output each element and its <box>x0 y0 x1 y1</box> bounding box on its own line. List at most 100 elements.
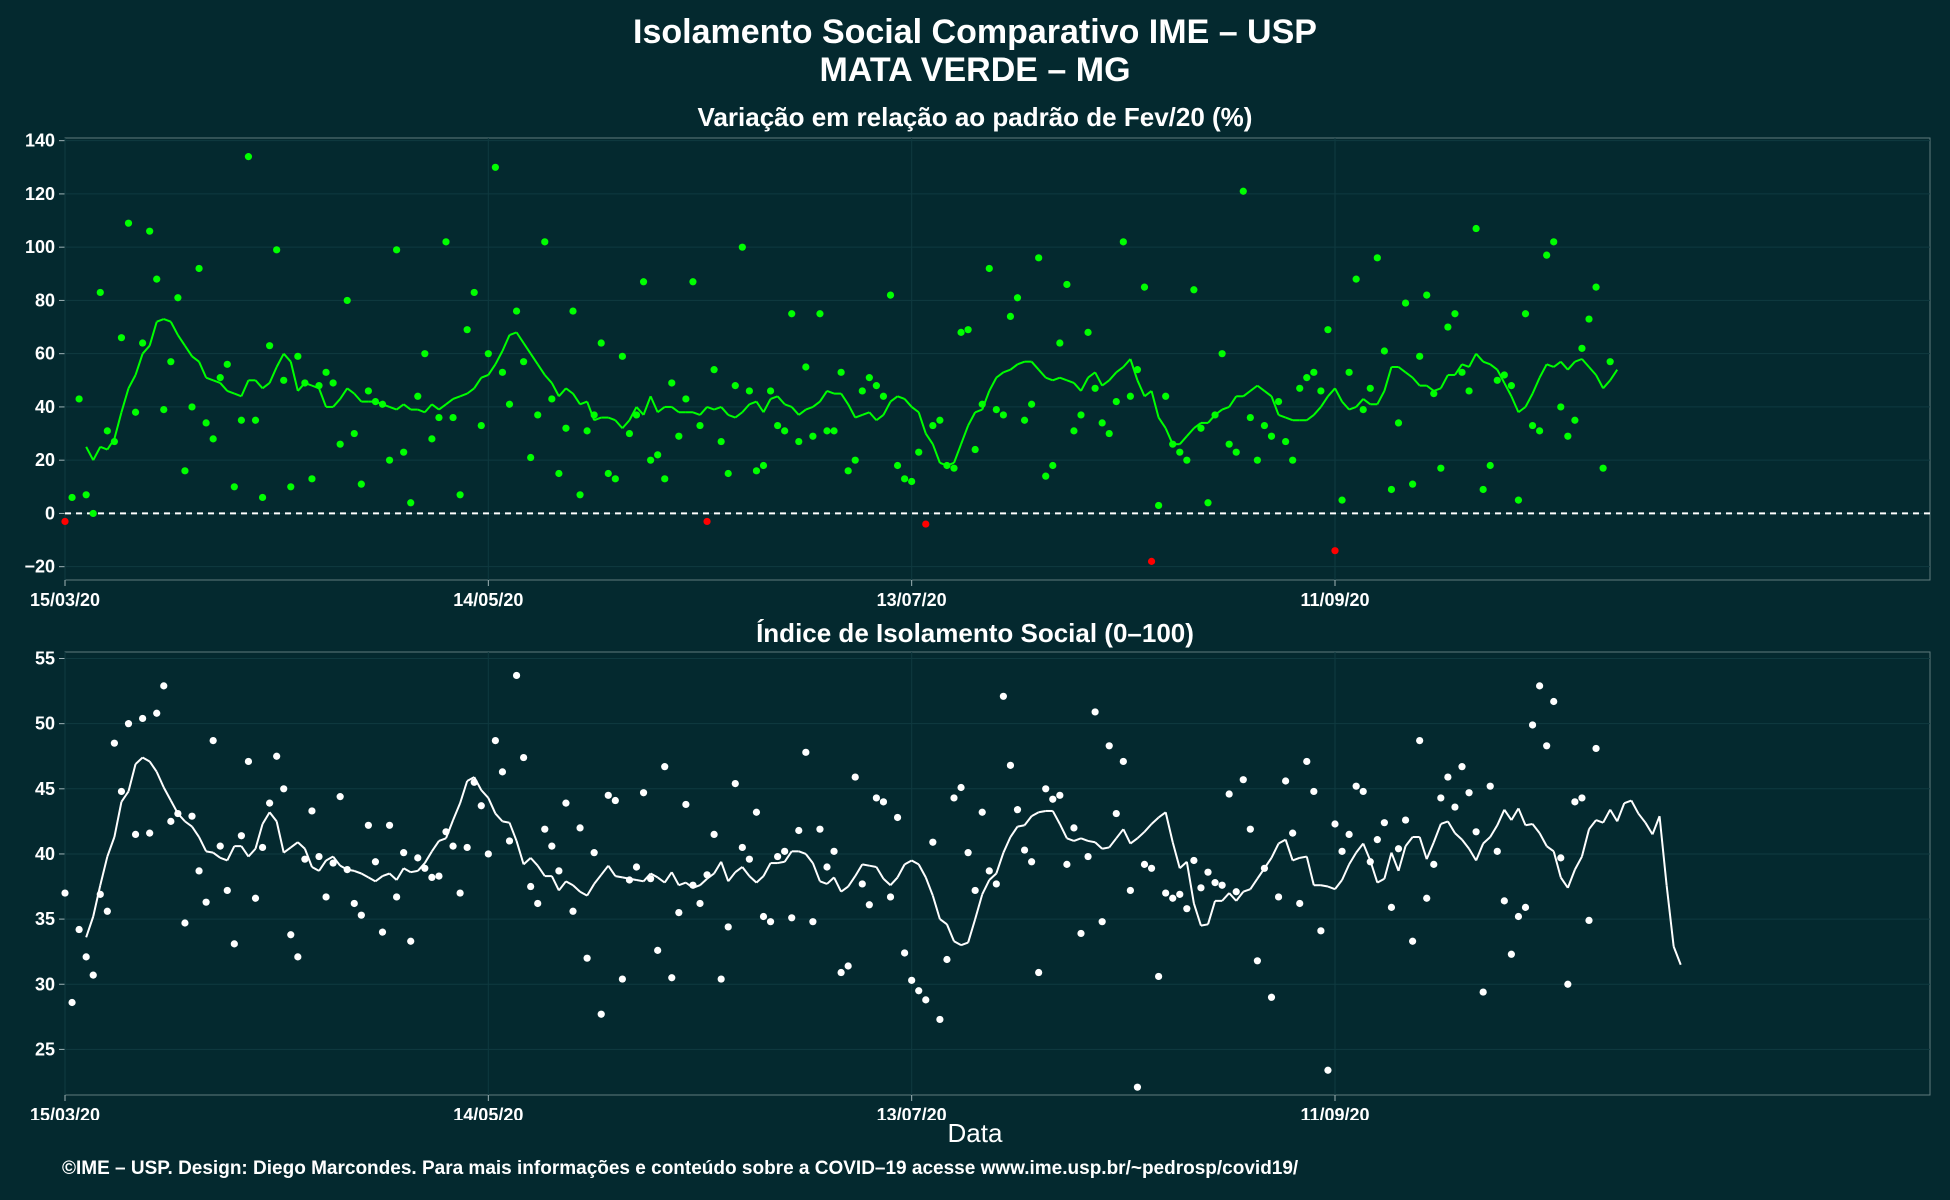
x-tick-label: 15/03/20 <box>30 1105 100 1120</box>
data-point <box>280 376 288 384</box>
data-point <box>1098 419 1106 427</box>
moving-average-segment <box>974 894 984 920</box>
data-point <box>1585 916 1593 925</box>
moving-average-segment <box>1278 838 1287 845</box>
data-point <box>1536 427 1544 435</box>
moving-average-segment <box>1122 358 1132 368</box>
data-point <box>414 392 422 400</box>
moving-average-segment <box>445 819 454 839</box>
data-point <box>639 278 648 286</box>
moving-average-segment <box>423 850 433 864</box>
data-point <box>999 411 1007 419</box>
data-point <box>1493 847 1501 855</box>
data-point <box>1105 429 1113 438</box>
moving-average-segment <box>988 377 998 392</box>
data-point <box>1585 315 1593 323</box>
data-point <box>160 682 168 690</box>
data-point <box>696 899 704 908</box>
data-point <box>484 850 492 858</box>
data-point <box>766 387 775 395</box>
moving-average-segment <box>191 355 200 363</box>
data-point <box>534 899 542 908</box>
moving-average-segment <box>579 400 588 406</box>
data-point <box>470 288 478 297</box>
moving-average-segment <box>1426 384 1435 392</box>
moving-average-segment <box>85 916 95 938</box>
moving-average-segment <box>1094 371 1104 387</box>
x-tick-label: 11/09/20 <box>1300 1105 1369 1120</box>
data-point <box>943 461 951 470</box>
data-point <box>1225 440 1233 448</box>
moving-average-segment <box>663 871 673 884</box>
data-point <box>1126 392 1134 400</box>
data-point <box>146 829 154 837</box>
data-point <box>456 491 464 499</box>
y-tick-label: 25 <box>35 1039 55 1059</box>
data-point <box>400 849 408 857</box>
moving-average-segment <box>1115 366 1124 374</box>
data-point <box>717 437 725 446</box>
moving-average-segment <box>438 403 447 411</box>
moving-average-segment <box>1517 406 1527 414</box>
moving-average-segment <box>494 812 504 823</box>
moving-average-segment <box>106 836 116 857</box>
moving-average-segment <box>353 392 363 403</box>
data-point <box>823 863 831 871</box>
moving-average-segment <box>840 885 849 893</box>
moving-average-segment <box>403 867 412 874</box>
moving-average-segment <box>1588 366 1597 376</box>
moving-average-segment <box>1256 384 1266 392</box>
data-point <box>752 467 761 475</box>
moving-average-segment <box>741 866 751 877</box>
moving-average-segment <box>85 446 95 461</box>
data-point <box>1324 1066 1332 1074</box>
moving-average-segment <box>191 826 200 838</box>
moving-average-segment <box>1320 395 1329 408</box>
moving-average-segment <box>177 334 186 347</box>
moving-average-segment <box>635 406 645 416</box>
y-tick-label: 40 <box>35 397 55 417</box>
moving-average-segment <box>1292 856 1301 862</box>
data-point <box>1239 187 1247 195</box>
moving-average-segment <box>148 321 158 346</box>
x-tick-label: 11/09/20 <box>1300 590 1369 610</box>
data-point <box>858 387 866 395</box>
moving-average-segment <box>1150 390 1160 418</box>
moving-average-segment <box>1411 376 1421 387</box>
data-point <box>61 889 69 897</box>
data-point <box>1070 427 1078 435</box>
moving-average-segment <box>1616 802 1626 822</box>
data-point <box>830 847 838 855</box>
data-point <box>809 918 817 926</box>
data-point <box>816 310 824 318</box>
data-point <box>541 238 549 246</box>
moving-average-segment <box>1059 376 1068 382</box>
data-point <box>1331 547 1339 555</box>
moving-average-segment <box>395 867 405 881</box>
x-tick-label: 15/03/20 <box>30 590 100 610</box>
moving-average-segment <box>275 821 285 853</box>
moving-average-segment <box>1242 888 1251 893</box>
data-point <box>181 919 189 927</box>
y-tick-label: −20 <box>24 557 55 577</box>
data-point <box>1176 890 1184 898</box>
moving-average-segment <box>1538 363 1548 379</box>
moving-average-segment <box>431 403 440 411</box>
moving-average-segment <box>1552 851 1562 878</box>
data-point <box>1049 795 1057 803</box>
moving-average-segment <box>1602 809 1612 824</box>
moving-average-segment <box>169 321 179 336</box>
data-point <box>886 893 895 901</box>
data-point <box>1387 903 1396 911</box>
data-point <box>385 821 394 829</box>
data-point <box>378 928 387 936</box>
data-point <box>1359 787 1367 796</box>
data-point <box>901 475 909 483</box>
moving-average-segment <box>911 859 920 866</box>
moving-average-segment <box>1567 361 1576 371</box>
moving-average-segment <box>1404 836 1414 847</box>
moving-average-segment <box>431 840 440 852</box>
y-tick-label: 45 <box>35 779 55 799</box>
data-point <box>167 358 175 366</box>
data-point <box>322 368 330 376</box>
